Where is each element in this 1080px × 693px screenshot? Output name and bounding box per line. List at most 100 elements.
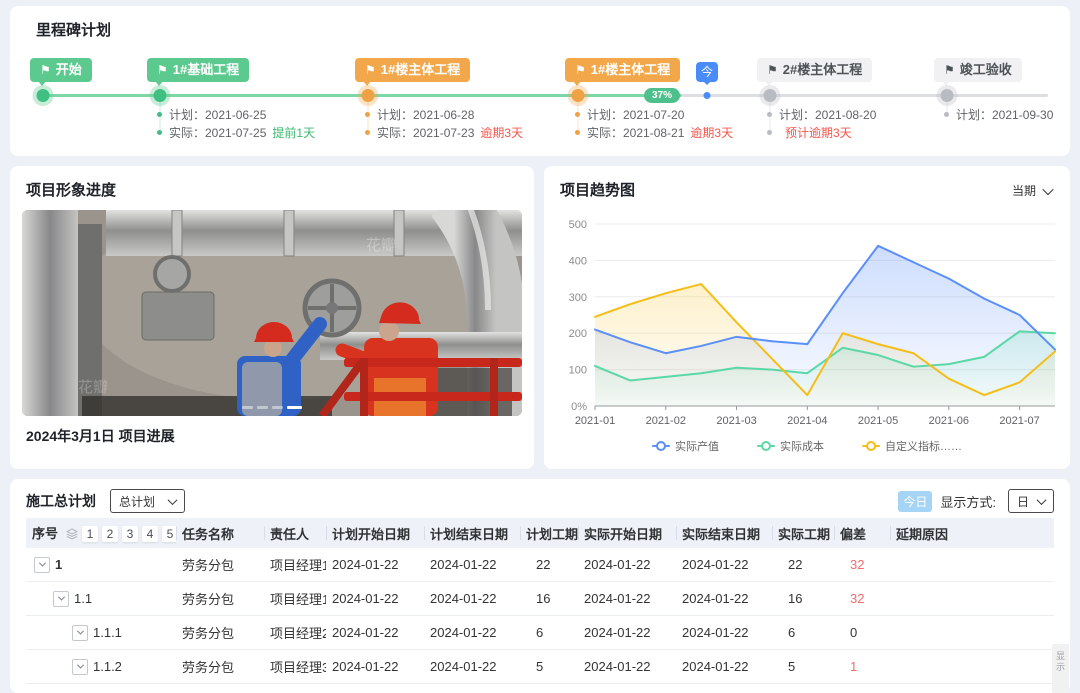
trend-chart-card: 项目趋势图 当期 500 400 300 200 100 0% 2021-01 2021-02…	[544, 166, 1070, 469]
actual-end-cell: 2024-01-22	[676, 649, 772, 684]
chevron-down-icon	[1036, 494, 1047, 505]
column-header[interactable]: 实际开始日期	[578, 518, 676, 548]
milestone-date-text: 计划：2021-07-20	[587, 107, 685, 122]
expand-toggle[interactable]	[72, 658, 88, 675]
carousel-dot[interactable]	[257, 406, 268, 409]
legend-item[interactable]: 实际产值	[652, 438, 719, 454]
column-header[interactable]: 任务名称	[176, 518, 264, 548]
show-panel-tab[interactable]: 显示	[1052, 644, 1069, 693]
today-badge[interactable]: 今日	[898, 490, 933, 512]
task-number: 1.1.1	[93, 625, 122, 641]
period-select[interactable]: 当期	[1012, 182, 1054, 199]
milestone-date-line: 计划：2021-06-25	[157, 107, 266, 122]
milestone-connector	[367, 102, 369, 134]
column-header[interactable]: 计划结束日期	[424, 518, 520, 548]
task-number: 1.1.2	[93, 659, 122, 675]
column-header[interactable]: 实际工期	[772, 518, 834, 548]
svg-text:2021-01: 2021-01	[575, 415, 615, 427]
milestone-badge[interactable]: ⚑ 1#楼主体工程	[565, 58, 681, 86]
milestone-date-line: 计划：2021-08-20	[767, 107, 876, 122]
carousel-dot[interactable]	[272, 406, 283, 409]
task-name-cell: 劳务分包	[176, 649, 264, 684]
table-row[interactable]: 1 劳务分包 项目经理1 2024-01-22 2024-01-22 22 2024-01-…	[26, 548, 1054, 582]
expand-toggle[interactable]	[53, 590, 69, 607]
svg-text:2021-07: 2021-07	[999, 415, 1039, 427]
plan-duration-cell: 16	[520, 581, 578, 616]
chart-legend: 实际产值 实际成本 自定义指标……	[544, 438, 1070, 454]
column-header-label: 偏差	[840, 526, 867, 542]
flag-icon: ⚑	[365, 63, 376, 77]
column-header[interactable]: 实际结束日期	[676, 518, 772, 548]
plan-type-select[interactable]: 总计划	[110, 489, 186, 513]
trend-chart-title: 项目趋势图	[560, 182, 636, 199]
table-row[interactable]: 1.1.1 劳务分包 项目经理2 2024-01-22 2024-01-22 6 2024-…	[26, 615, 1054, 650]
level-4-button[interactable]: 4	[142, 526, 159, 542]
level-2-button[interactable]: 2	[102, 526, 119, 542]
column-header[interactable]: 计划开始日期	[326, 518, 424, 548]
legend-label: 自定义指标……	[885, 441, 962, 453]
milestone-badge[interactable]: ⚑ 竣工验收	[934, 58, 1022, 86]
milestone-date-text: 实际：2021-08-21	[587, 125, 685, 140]
milestone-badge[interactable]: ⚑ 1#楼主体工程	[355, 58, 471, 86]
column-header-label: 计划开始日期	[332, 526, 411, 542]
bullet-icon	[365, 111, 370, 117]
expand-toggle[interactable]	[72, 624, 88, 641]
delay-reason-cell	[890, 615, 1054, 650]
carousel-dot[interactable]	[242, 406, 253, 409]
table-row[interactable]: 1.1 劳务分包 项目经理1 2024-01-22 2024-01-22 16 2024-0…	[26, 581, 1054, 616]
progress-photo-carousel[interactable]: 花瓣 花瓣	[22, 210, 522, 416]
plan-start-cell: 2024-01-22	[326, 548, 424, 582]
milestone-badge[interactable]: ⚑ 2#楼主体工程	[757, 58, 873, 86]
svg-text:200: 200	[569, 328, 587, 340]
milestone-status-text: 逾期3天	[480, 125, 524, 140]
flag-icon: ⚑	[767, 63, 778, 77]
column-header[interactable]: 计划工期	[520, 518, 578, 548]
milestone-dot	[153, 89, 167, 102]
legend-marker-icon	[652, 441, 670, 451]
owner-cell: 项目经理1	[264, 548, 326, 582]
milestone-badge[interactable]: ⚑ 1#基础工程	[147, 58, 250, 86]
svg-text:2021-03: 2021-03	[716, 415, 756, 427]
column-header[interactable]: 偏差	[834, 518, 890, 548]
actual-end-cell: 2024-01-22	[676, 581, 772, 616]
column-header-seq[interactable]: 序号 1 2 3 4 5	[26, 518, 176, 548]
carousel-dot[interactable]	[287, 406, 302, 409]
level-3-button[interactable]: 3	[122, 526, 139, 542]
milestone-dot	[571, 89, 585, 102]
legend-item[interactable]: 实际成本	[757, 438, 824, 454]
actual-start-cell: 2024-01-22	[578, 548, 676, 582]
milestone-date-line: 实际：2021-07-25 提前1天	[157, 125, 316, 140]
plan-duration-cell: 5	[520, 649, 578, 684]
level-1-button[interactable]: 1	[82, 526, 99, 542]
chevron-down-icon	[167, 494, 178, 505]
legend-item[interactable]: 自定义指标……	[862, 438, 962, 454]
plan-end-cell: 2024-01-22	[424, 615, 520, 650]
deviation-cell: 0	[834, 615, 890, 650]
expand-toggle[interactable]	[34, 556, 50, 573]
svg-text:300: 300	[569, 292, 587, 304]
deviation-cell: 1	[834, 649, 890, 684]
milestone-date-line: 实际：2021-07-23 逾期3天	[365, 125, 524, 140]
chevron-down-icon	[76, 661, 84, 669]
milestone-connector	[159, 102, 161, 134]
column-header-label: 任务名称	[182, 526, 235, 542]
legend-label: 实际产值	[675, 441, 719, 453]
svg-text:2021-06: 2021-06	[929, 415, 969, 427]
display-mode-select[interactable]: 日	[1007, 489, 1054, 513]
bullet-icon	[575, 111, 580, 117]
flag-icon: ⚑	[575, 63, 586, 77]
level-5-button[interactable]: 5	[162, 526, 176, 542]
column-header[interactable]: 责任人	[264, 518, 326, 548]
legend-marker-icon	[757, 441, 775, 451]
milestone-status-text: 提前1天	[272, 125, 316, 140]
column-header[interactable]: 延期原因	[890, 518, 1054, 548]
plan-duration-cell: 6	[520, 615, 578, 650]
today-dot	[703, 92, 711, 99]
milestone-dot	[940, 89, 954, 102]
milestone-date-text: 实际：2021-07-25	[169, 125, 267, 140]
layers-icon	[65, 528, 79, 543]
milestone-dot	[763, 89, 777, 102]
table-row[interactable]: 1.1.2 劳务分包 项目经理3 2024-01-22 2024-01-22 5 2024-…	[26, 649, 1054, 684]
milestone-badge[interactable]: ⚑ 开始	[30, 58, 92, 86]
task-name-cell: 劳务分包	[176, 581, 264, 616]
